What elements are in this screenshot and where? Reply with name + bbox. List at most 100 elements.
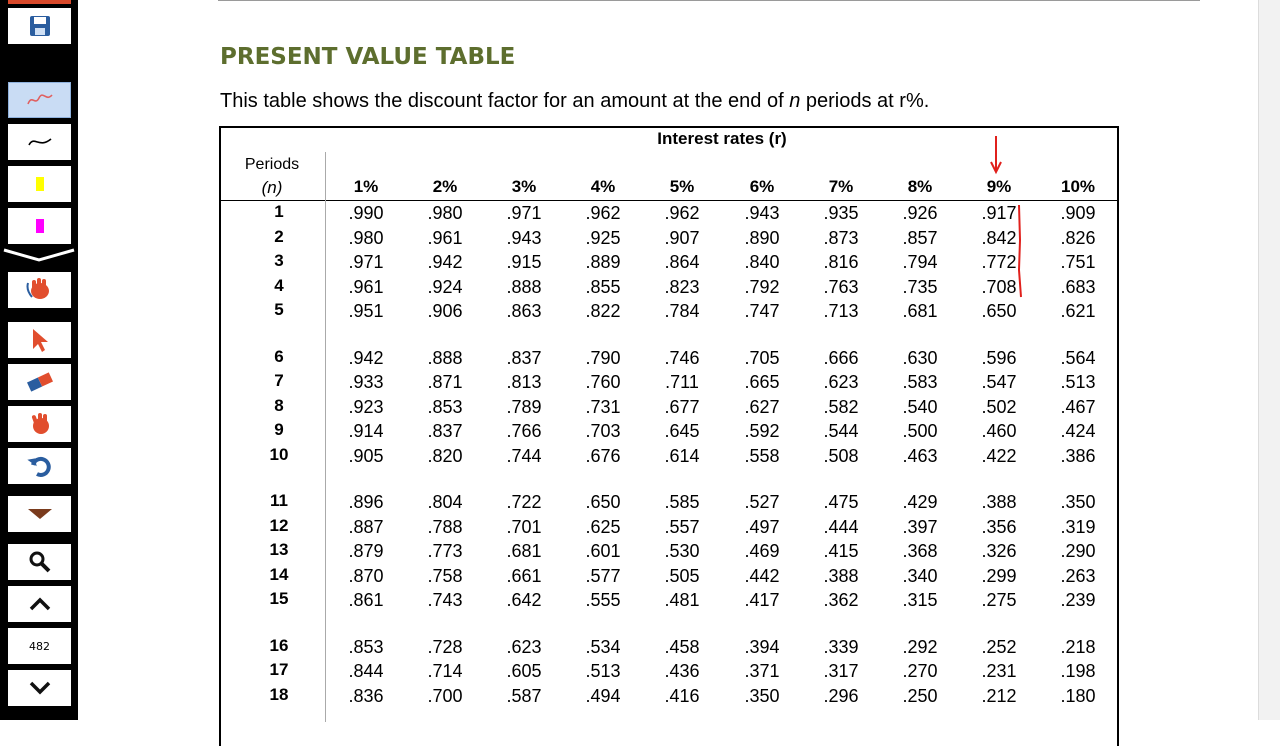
table-cell: .942 <box>427 252 463 272</box>
page-down-button[interactable] <box>8 670 71 706</box>
table-cell: .816 <box>823 252 859 272</box>
hand-icon <box>26 278 49 299</box>
table-cell: .642 <box>506 590 542 610</box>
table-cell: .820 <box>427 445 463 466</box>
curve-icon <box>27 138 52 146</box>
page-up-button[interactable] <box>8 586 71 622</box>
period-number: 11 <box>270 491 288 510</box>
top-rule <box>218 0 1200 1</box>
table-cell: .605 <box>506 661 542 681</box>
right-scrollbar[interactable] <box>1258 0 1280 720</box>
curve-tool-button[interactable] <box>8 124 71 160</box>
table-cell: .905 <box>348 445 384 466</box>
table-cell: .386 <box>1060 445 1096 466</box>
page-number: 482 <box>29 639 50 653</box>
periods-divider <box>325 152 326 722</box>
table-cell: .557 <box>664 516 700 537</box>
table-cell: .577 <box>585 565 621 586</box>
table-cell: .416 <box>664 685 700 706</box>
table-cell: .371 <box>744 661 780 681</box>
table-cell: .951 <box>348 301 384 321</box>
table-cell: .857 <box>902 227 938 248</box>
table-cell: .592 <box>744 421 780 441</box>
undo-button[interactable] <box>8 448 71 484</box>
table-cell: .961 <box>427 227 463 248</box>
table-cell: .350 <box>744 685 780 706</box>
table-cell: .961 <box>348 276 384 297</box>
table-cell: .458 <box>664 636 700 657</box>
table-cell: .714 <box>427 661 463 681</box>
period-number: 16 <box>269 635 289 655</box>
table-cell: .497 <box>744 516 780 537</box>
table-cell: .530 <box>664 541 700 561</box>
table-cell: .665 <box>744 372 780 392</box>
table-cell: .500 <box>902 421 938 441</box>
table-cell: .650 <box>585 492 621 512</box>
table-cell: .890 <box>744 227 780 248</box>
save-button[interactable] <box>8 8 71 44</box>
periods-header: Periods <box>244 156 300 173</box>
table-cell: .683 <box>1060 276 1096 297</box>
table-cell: .661 <box>506 565 542 586</box>
table-cell: .356 <box>981 516 1017 537</box>
table-cell: .436 <box>664 661 700 681</box>
table-cell: .444 <box>823 516 859 537</box>
table-cell: .980 <box>427 203 463 223</box>
grab-tool-button[interactable] <box>8 406 71 442</box>
table-cell: .813 <box>506 372 542 392</box>
rate-header: 5% <box>669 177 695 196</box>
description-n: n <box>789 90 801 112</box>
save-icon <box>29 16 50 36</box>
table-cell: .623 <box>506 636 542 657</box>
table-cell: .731 <box>585 396 621 417</box>
table-cell: .837 <box>506 347 542 368</box>
table-cell: .422 <box>981 445 1017 466</box>
table-cell: .794 <box>902 252 938 272</box>
n-header: (n) <box>261 178 283 197</box>
dropdown-icon <box>27 509 52 519</box>
rate-header: 2% <box>432 177 458 196</box>
table-cell: .708 <box>981 276 1017 297</box>
pink-highlighter-button[interactable] <box>8 208 71 244</box>
table-cell: .252 <box>981 636 1017 657</box>
dropdown-button[interactable] <box>8 496 71 532</box>
eraser-tool-button[interactable] <box>8 364 71 400</box>
table-cell: .907 <box>664 227 700 248</box>
table-cell: .751 <box>1060 252 1096 272</box>
table-cell: .424 <box>1060 421 1096 441</box>
table-cell: .340 <box>902 565 938 586</box>
table-cell: .735 <box>902 276 938 297</box>
table-cell: .722 <box>506 492 542 512</box>
document-page: PRESENT VALUE TABLE This table shows the… <box>78 0 1258 746</box>
table-cell: .587 <box>506 685 542 706</box>
table-cell: .250 <box>902 685 938 706</box>
table-cell: .460 <box>981 421 1017 441</box>
table-cell: .275 <box>981 590 1017 610</box>
hand-tool-button[interactable] <box>8 272 71 308</box>
page-title: PRESENT VALUE TABLE <box>220 44 516 70</box>
period-number: 9 <box>274 420 284 439</box>
zoom-button[interactable] <box>8 544 71 580</box>
table-cell: .924 <box>427 276 463 297</box>
pointer-tool-button[interactable] <box>8 322 71 358</box>
rate-header: 10% <box>1060 177 1096 196</box>
table-cell: .350 <box>1060 492 1096 512</box>
table-cell: .896 <box>348 492 384 512</box>
table-cell: .713 <box>823 301 859 321</box>
period-number: 1 <box>274 202 284 221</box>
toolbar-collapse-chevron[interactable] <box>0 246 78 264</box>
yellow-highlighter-button[interactable] <box>8 166 71 202</box>
pen-tool-button[interactable] <box>8 82 71 118</box>
table-cell: .943 <box>744 203 780 223</box>
table-cell: .681 <box>902 301 938 321</box>
table-cell: .319 <box>1060 516 1096 537</box>
table-cell: .505 <box>664 565 700 586</box>
table-cell: .681 <box>506 541 542 561</box>
chevron-down-icon <box>29 681 50 695</box>
table-cell: .494 <box>585 685 621 706</box>
period-number: 5 <box>274 300 284 319</box>
table-cell: .540 <box>902 396 938 417</box>
table-cell: .772 <box>981 252 1017 272</box>
table-cell: .239 <box>1060 590 1096 610</box>
toolbar-top-accent <box>8 0 71 4</box>
